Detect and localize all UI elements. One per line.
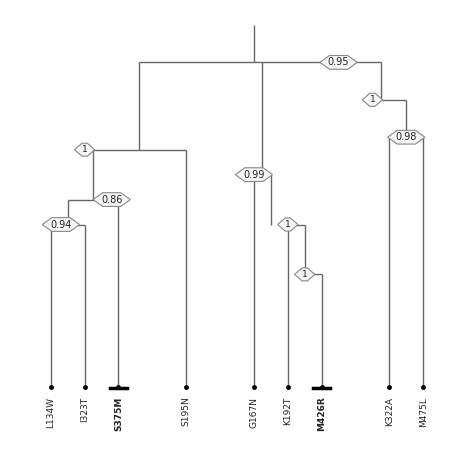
Polygon shape — [278, 218, 298, 231]
Text: I323T: I323T — [80, 397, 89, 422]
Text: 1: 1 — [370, 95, 375, 104]
Text: 1: 1 — [302, 270, 308, 279]
Text: S375M: S375M — [114, 397, 123, 431]
Text: M426R: M426R — [317, 397, 326, 431]
Text: 1: 1 — [285, 220, 291, 229]
Text: S195N: S195N — [182, 397, 191, 427]
Text: 0.95: 0.95 — [328, 57, 349, 67]
Text: L134W: L134W — [46, 397, 55, 428]
Text: M475L: M475L — [419, 397, 428, 427]
Text: G167N: G167N — [249, 397, 258, 428]
Text: K322A: K322A — [385, 397, 394, 426]
Polygon shape — [74, 143, 95, 156]
Polygon shape — [235, 168, 273, 182]
Text: 0.94: 0.94 — [50, 219, 72, 229]
Polygon shape — [388, 130, 425, 144]
Polygon shape — [294, 268, 315, 281]
Text: 0.99: 0.99 — [243, 170, 264, 180]
Text: 0.98: 0.98 — [396, 132, 417, 142]
Polygon shape — [320, 55, 357, 69]
Text: 0.86: 0.86 — [101, 195, 122, 205]
Text: 1: 1 — [82, 145, 88, 154]
Polygon shape — [93, 193, 130, 207]
Polygon shape — [362, 93, 383, 106]
Polygon shape — [42, 218, 80, 231]
Text: K192T: K192T — [283, 397, 292, 425]
